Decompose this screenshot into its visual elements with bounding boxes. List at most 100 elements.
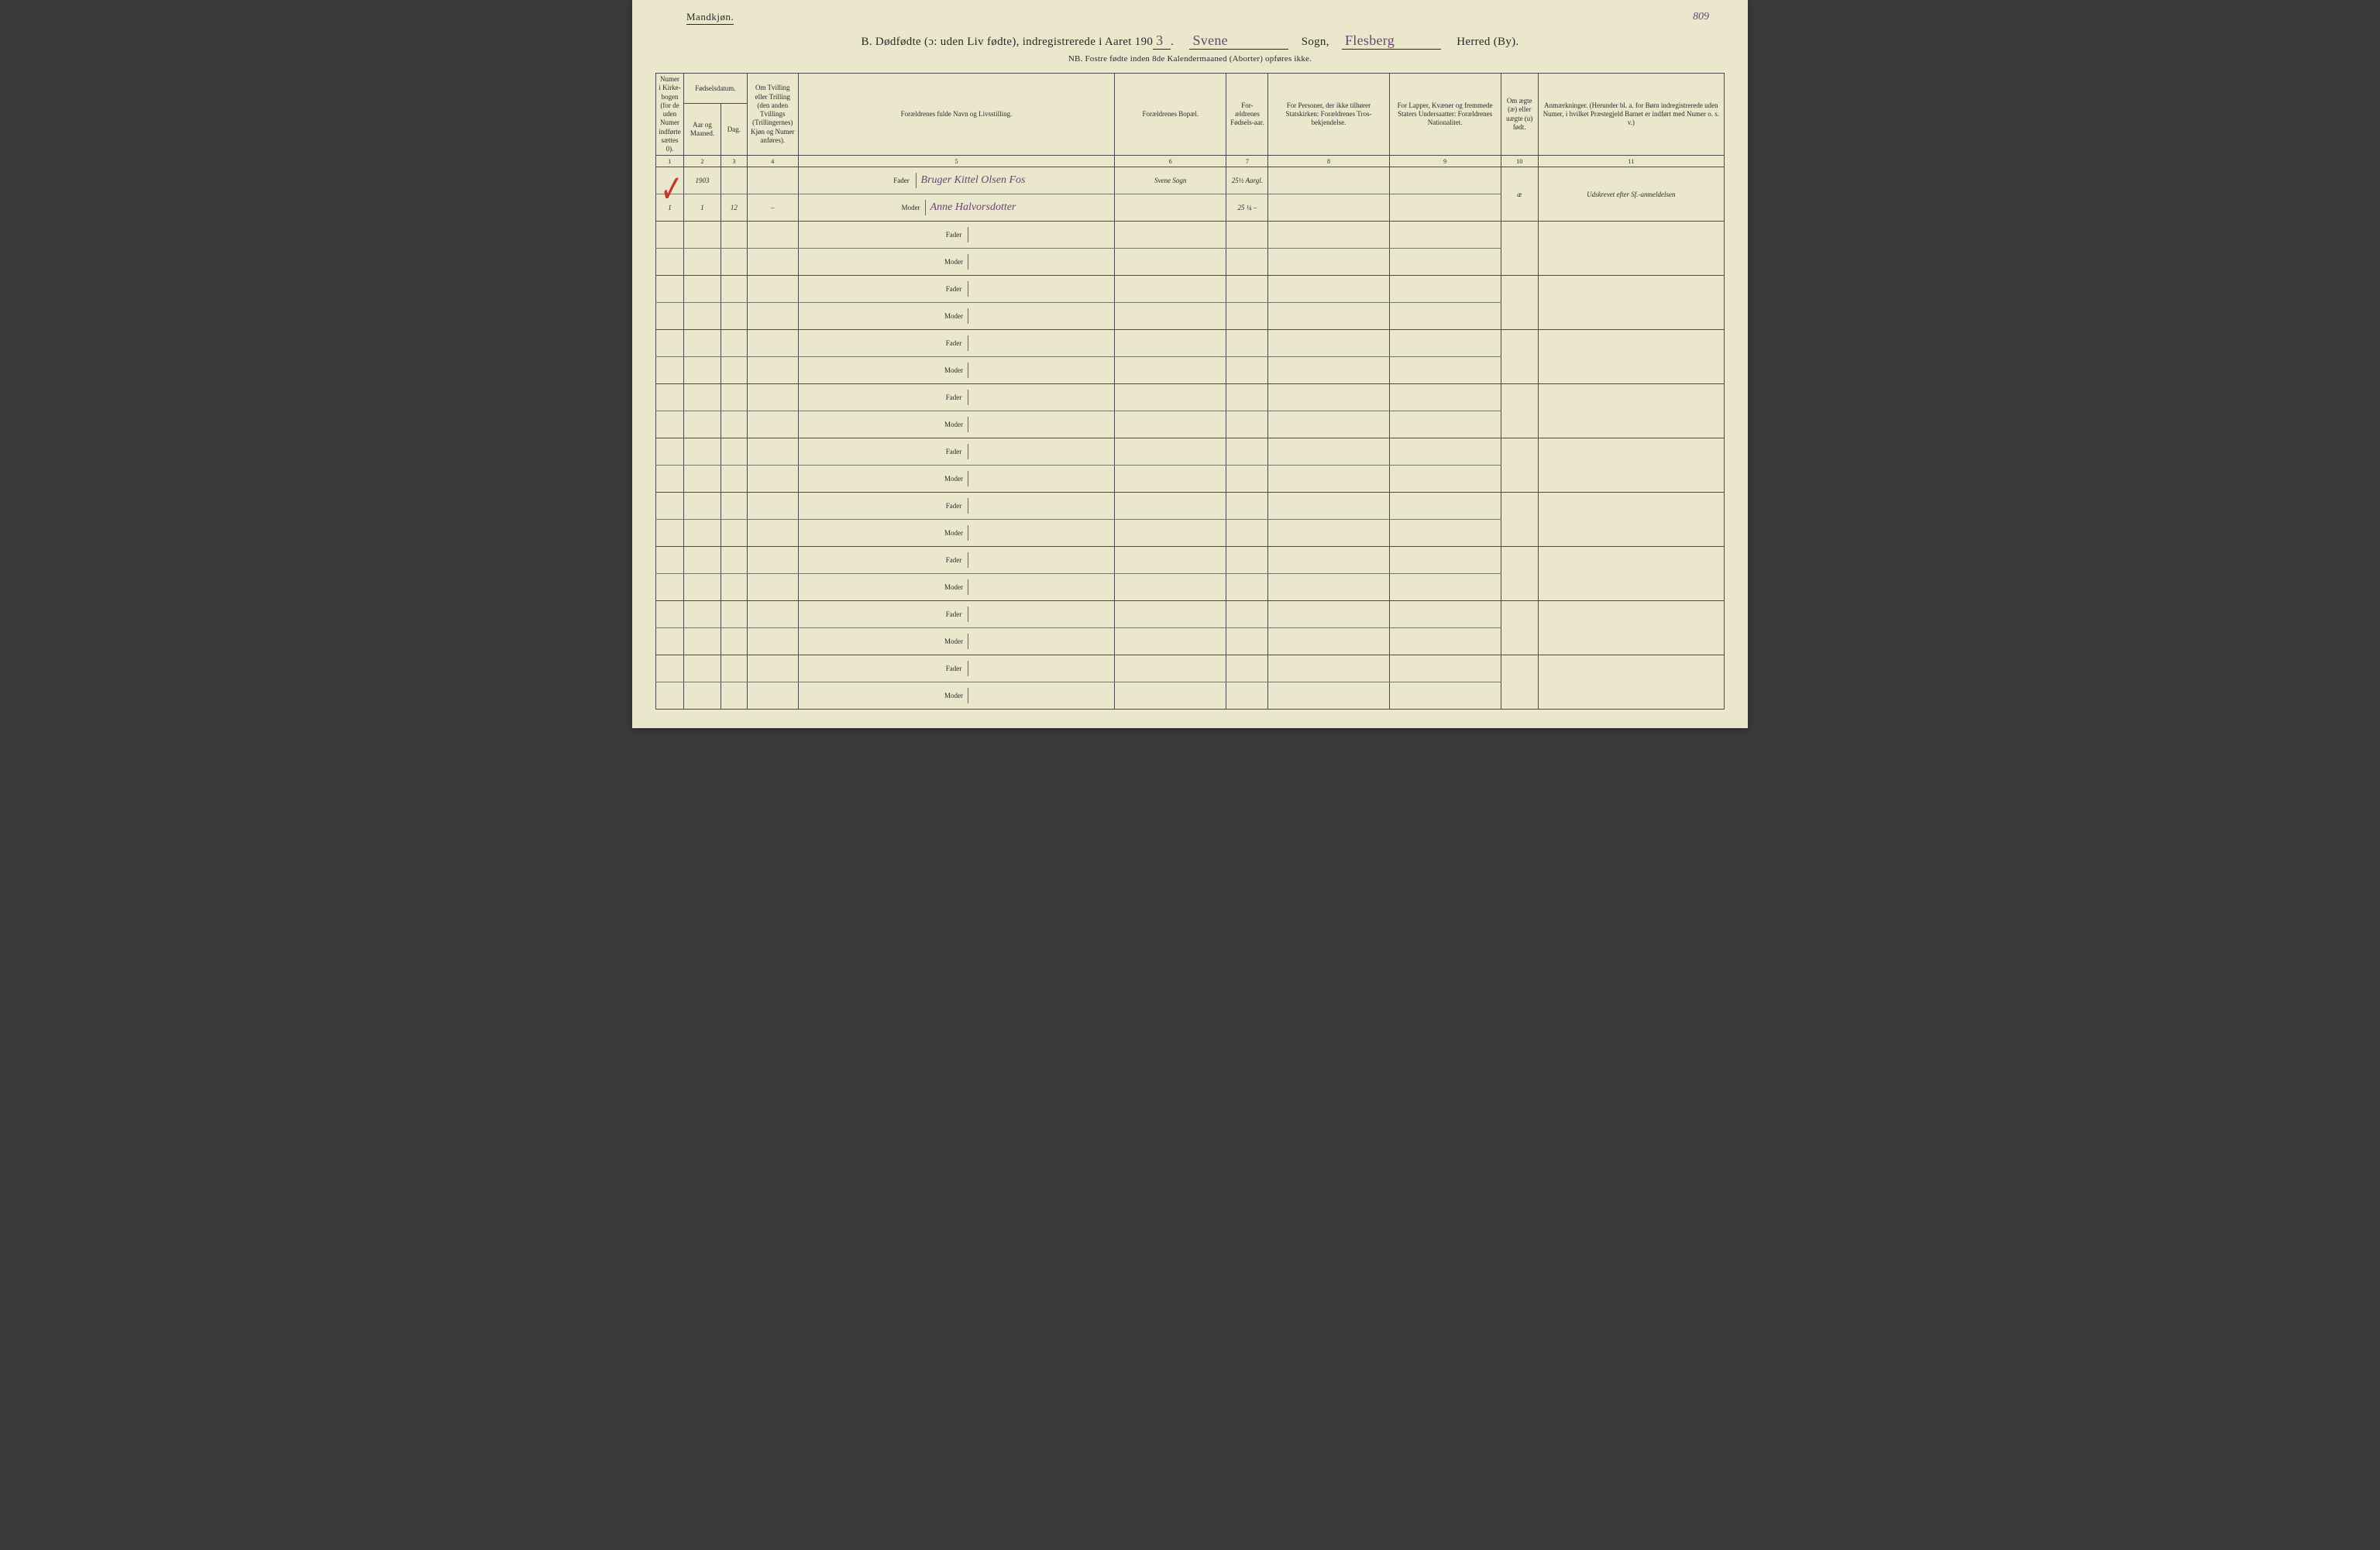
cell	[1538, 222, 1724, 276]
colnum: 4	[747, 156, 798, 167]
col-header-10: Anmærkninger. (Herunder bl. a. for Børn …	[1538, 74, 1724, 156]
cell	[721, 384, 748, 411]
cell	[747, 438, 798, 466]
cell	[1501, 222, 1538, 276]
cell	[1501, 438, 1538, 493]
cell	[684, 682, 721, 710]
cell	[1389, 276, 1501, 303]
father-label: Fader	[940, 665, 968, 672]
cell	[721, 574, 748, 601]
year-suffix: .	[1171, 36, 1174, 48]
colnum: 5	[798, 156, 1114, 167]
father-cell: Fader	[798, 330, 1114, 357]
cell	[1389, 194, 1501, 222]
cell	[721, 655, 748, 682]
cell	[1268, 574, 1389, 601]
cell	[1268, 547, 1389, 574]
cell	[1226, 357, 1268, 384]
cell	[1389, 357, 1501, 384]
cell	[684, 547, 721, 574]
cell	[747, 276, 798, 303]
colnum: 8	[1268, 156, 1389, 167]
cell	[1115, 493, 1226, 520]
cell	[1268, 520, 1389, 547]
checkmark: ✓	[660, 167, 683, 211]
father-birth: 25½ Aargl.	[1226, 167, 1268, 194]
father-label: Fader	[940, 231, 968, 239]
cell	[1115, 655, 1226, 682]
cell	[1115, 194, 1226, 222]
cell	[1501, 276, 1538, 330]
ledger-page: 809 Mandkjøn. ✓ B. Dødfødte (ɔ: uden Liv…	[632, 0, 1748, 728]
cell	[1389, 520, 1501, 547]
cell	[1501, 384, 1538, 438]
cell	[721, 466, 748, 493]
gender-label: Mandkjøn.	[686, 11, 734, 25]
cell	[1268, 167, 1389, 194]
father-cell: Fader	[798, 438, 1114, 466]
cell	[684, 628, 721, 655]
mother-birth: 25 ¼ –	[1226, 194, 1268, 222]
cell	[1115, 384, 1226, 411]
cell	[684, 493, 721, 520]
cell	[1268, 222, 1389, 249]
colnum: 2	[684, 156, 721, 167]
cell	[747, 628, 798, 655]
cell	[747, 601, 798, 628]
subtitle: NB. Fostre fødte inden 8de Kalendermaane…	[655, 54, 1725, 64]
ledger-table: Numer i Kirke-bogen (for de uden Numer i…	[655, 73, 1725, 710]
cell	[656, 222, 684, 249]
cell	[1389, 249, 1501, 276]
cell	[747, 330, 798, 357]
col-header-8: For Lapper, Kvæner og fremmede Staters U…	[1389, 74, 1501, 156]
cell	[1389, 167, 1501, 194]
cell	[1226, 628, 1268, 655]
cell	[747, 357, 798, 384]
colnum: 11	[1538, 156, 1724, 167]
cell	[1268, 276, 1389, 303]
cell	[1268, 655, 1389, 682]
cell	[1389, 438, 1501, 466]
cell	[656, 357, 684, 384]
mother-label: Moder	[940, 692, 968, 699]
legit: æ	[1501, 167, 1538, 222]
cell	[1538, 330, 1724, 384]
cell	[684, 574, 721, 601]
mother-label: Moder	[940, 638, 968, 645]
mother-label: Moder	[940, 475, 968, 483]
cell	[1226, 303, 1268, 330]
cell	[721, 411, 748, 438]
col-header-2-top: Fødselsdatum.	[684, 74, 748, 104]
cell	[656, 303, 684, 330]
cell	[1389, 493, 1501, 520]
mother-label: Moder	[940, 583, 968, 591]
cell	[684, 411, 721, 438]
cell	[1389, 682, 1501, 710]
cell	[1538, 276, 1724, 330]
cell	[1538, 655, 1724, 710]
mother-cell: Moder	[798, 249, 1114, 276]
cell	[1268, 601, 1389, 628]
cell	[1268, 249, 1389, 276]
cell	[1115, 466, 1226, 493]
cell	[656, 655, 684, 682]
cell	[684, 303, 721, 330]
entry-month: 1	[684, 194, 721, 222]
cell	[747, 655, 798, 682]
cell	[1268, 330, 1389, 357]
cell	[684, 357, 721, 384]
mother-label: Moder	[940, 421, 968, 428]
col-header-2a: Aar og Maaned.	[684, 104, 721, 156]
mother-name: Anne Halvorsdotter	[930, 201, 1016, 213]
cell	[1226, 574, 1268, 601]
cell	[1268, 357, 1389, 384]
cell	[656, 601, 684, 628]
cell	[1538, 438, 1724, 493]
cell	[1115, 249, 1226, 276]
cell	[1226, 438, 1268, 466]
cell	[1226, 466, 1268, 493]
residence: Svene Sogn	[1115, 167, 1226, 194]
entry-year: 1903	[684, 167, 721, 194]
mother-cell: Moder	[798, 682, 1114, 710]
cell	[1115, 438, 1226, 466]
